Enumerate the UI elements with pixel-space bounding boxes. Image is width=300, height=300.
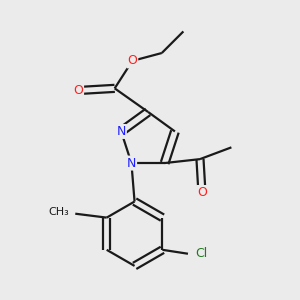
Text: O: O [128,54,137,68]
Text: CH₃: CH₃ [49,207,69,217]
Text: Cl: Cl [196,247,208,260]
Text: N: N [116,125,126,138]
Text: N: N [127,157,136,169]
Text: O: O [73,84,83,97]
Text: O: O [197,186,207,199]
